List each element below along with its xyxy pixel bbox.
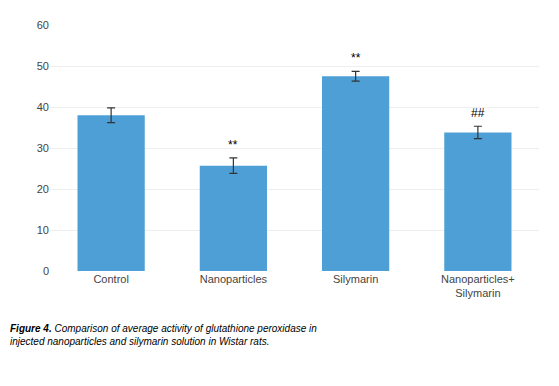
svg-text:50: 50 <box>37 60 49 72</box>
svg-text:Silymarin: Silymarin <box>333 273 378 285</box>
svg-text:**: ** <box>228 138 238 152</box>
svg-text:Nanoparticles: Nanoparticles <box>200 273 268 285</box>
svg-text:40: 40 <box>37 101 49 113</box>
svg-text:30: 30 <box>37 142 49 154</box>
svg-text:Nanoparticles+Silymarin: Nanoparticles+Silymarin <box>441 273 515 299</box>
svg-text:**: ** <box>351 51 361 65</box>
svg-text:20: 20 <box>37 183 49 195</box>
svg-text:##: ## <box>471 106 485 120</box>
svg-text:10: 10 <box>37 224 49 236</box>
svg-text:Figure 4. Comparison of averag: Figure 4. Comparison of average activity… <box>10 323 317 347</box>
svg-text:0: 0 <box>43 265 49 277</box>
svg-text:Control: Control <box>93 273 128 285</box>
svg-text:60: 60 <box>37 19 49 31</box>
